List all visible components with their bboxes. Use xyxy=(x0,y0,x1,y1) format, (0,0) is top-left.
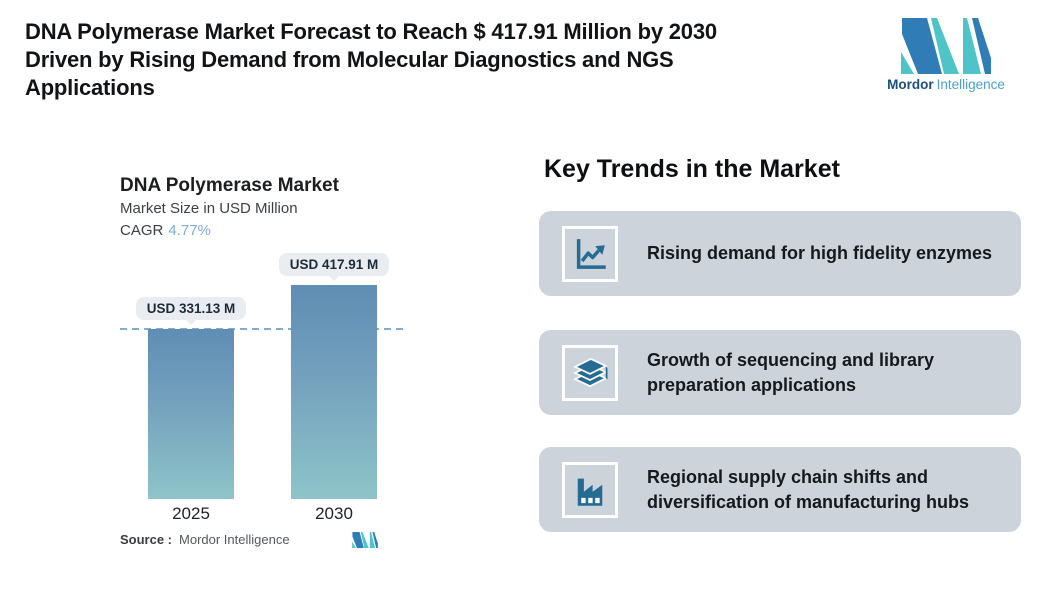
line-chart-icon xyxy=(576,238,606,269)
chart-subtitle: Market Size in USD Million xyxy=(120,200,298,217)
axis-label-2030: 2030 xyxy=(315,504,353,523)
page-title: DNA Polymerase Market Forecast to Reach … xyxy=(25,18,717,102)
axis-label-2025: 2025 xyxy=(172,504,210,523)
reference-dashed-line xyxy=(120,328,408,330)
trend-card-sequencing: Growth of sequencing and library prepara… xyxy=(539,330,1021,415)
source-label: Source : xyxy=(120,532,173,547)
bar-group-2025: USD 331.13 M 2025 xyxy=(135,239,247,523)
bar-value-label-2025: USD 331.13 M xyxy=(135,297,247,320)
chart-cagr: CAGR 4.77% xyxy=(120,222,211,239)
trend-text: Regional supply chain shifts and diversi… xyxy=(647,466,970,512)
cagr-label: CAGR xyxy=(120,222,164,239)
trend-card-high-fidelity: Rising demand for high fidelity enzymes xyxy=(539,211,1021,296)
brand-name-bold: Mordor xyxy=(887,77,934,92)
page-title-line-1: DNA Polymerase Market Forecast to Reach … xyxy=(25,19,717,44)
brand-logo: Mordor Intelligence xyxy=(881,18,1011,92)
mordor-logo-icon xyxy=(901,18,991,74)
bar-value-label-2030: USD 417.91 M xyxy=(278,253,390,276)
trend-icon-box xyxy=(562,225,618,282)
cagr-value: 4.77% xyxy=(168,222,211,239)
trend-card-supply-chain: Regional supply chain shifts and diversi… xyxy=(539,447,1021,532)
page-title-line-3: Applications xyxy=(25,75,155,100)
chart-title: DNA Polymerase Market xyxy=(120,175,339,196)
bar-2025 xyxy=(148,329,234,499)
source-value: Mordor Intelligence xyxy=(179,532,290,547)
bar-2030 xyxy=(291,285,377,499)
trend-text: Growth of sequencing and library prepara… xyxy=(647,349,935,395)
brand-name-light: Intelligence xyxy=(936,77,1005,92)
books-icon xyxy=(573,357,608,387)
trend-icon-box xyxy=(562,344,618,401)
factory-icon xyxy=(577,478,603,506)
mordor-logo-mini-icon xyxy=(352,532,378,548)
bar-group-2030: USD 417.91 M 2030 xyxy=(278,239,390,523)
trend-text: Rising demand for high fidelity enzymes xyxy=(647,243,993,263)
trends-heading: Key Trends in the Market xyxy=(544,155,840,183)
brand-name: Mordor Intelligence xyxy=(881,77,1011,92)
page-title-line-2: Driven by Rising Demand from Molecular D… xyxy=(25,47,674,72)
source-row: Source : Mordor Intelligence xyxy=(120,532,400,552)
trend-icon-box xyxy=(562,461,618,518)
